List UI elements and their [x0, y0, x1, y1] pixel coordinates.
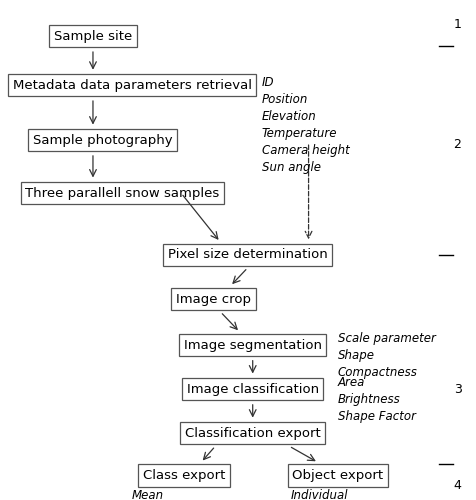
- Text: Pixel size determination: Pixel size determination: [168, 248, 327, 262]
- Text: Sample photography: Sample photography: [33, 134, 172, 146]
- Text: Classification export: Classification export: [184, 427, 320, 440]
- Text: Class export: Class export: [143, 469, 225, 482]
- Text: ID
Position
Elevation
Temperature
Camera height
Sun angle: ID Position Elevation Temperature Camera…: [261, 76, 348, 174]
- Text: 1: 1: [453, 18, 460, 31]
- Text: Image crop: Image crop: [176, 292, 250, 306]
- Text: Sample site: Sample site: [54, 30, 132, 43]
- Text: Scale parameter
Shape
Compactness: Scale parameter Shape Compactness: [337, 332, 435, 380]
- Text: Object export: Object export: [292, 469, 383, 482]
- Text: Individual
objects statistics: Individual objects statistics: [290, 489, 389, 500]
- Text: 2: 2: [453, 138, 460, 150]
- Text: Image segmentation: Image segmentation: [183, 338, 321, 351]
- Text: Three parallell snow samples: Three parallell snow samples: [25, 186, 219, 200]
- Text: 3: 3: [453, 382, 460, 396]
- Text: Image classification: Image classification: [186, 382, 318, 396]
- Text: Area
Brightness
Shape Factor: Area Brightness Shape Factor: [337, 376, 415, 424]
- Text: Metadata data parameters retrieval: Metadata data parameters retrieval: [13, 79, 251, 92]
- Text: 4: 4: [453, 478, 460, 492]
- Text: Mean
Mode
St. deviation: Mean Mode St. deviation: [132, 489, 206, 500]
